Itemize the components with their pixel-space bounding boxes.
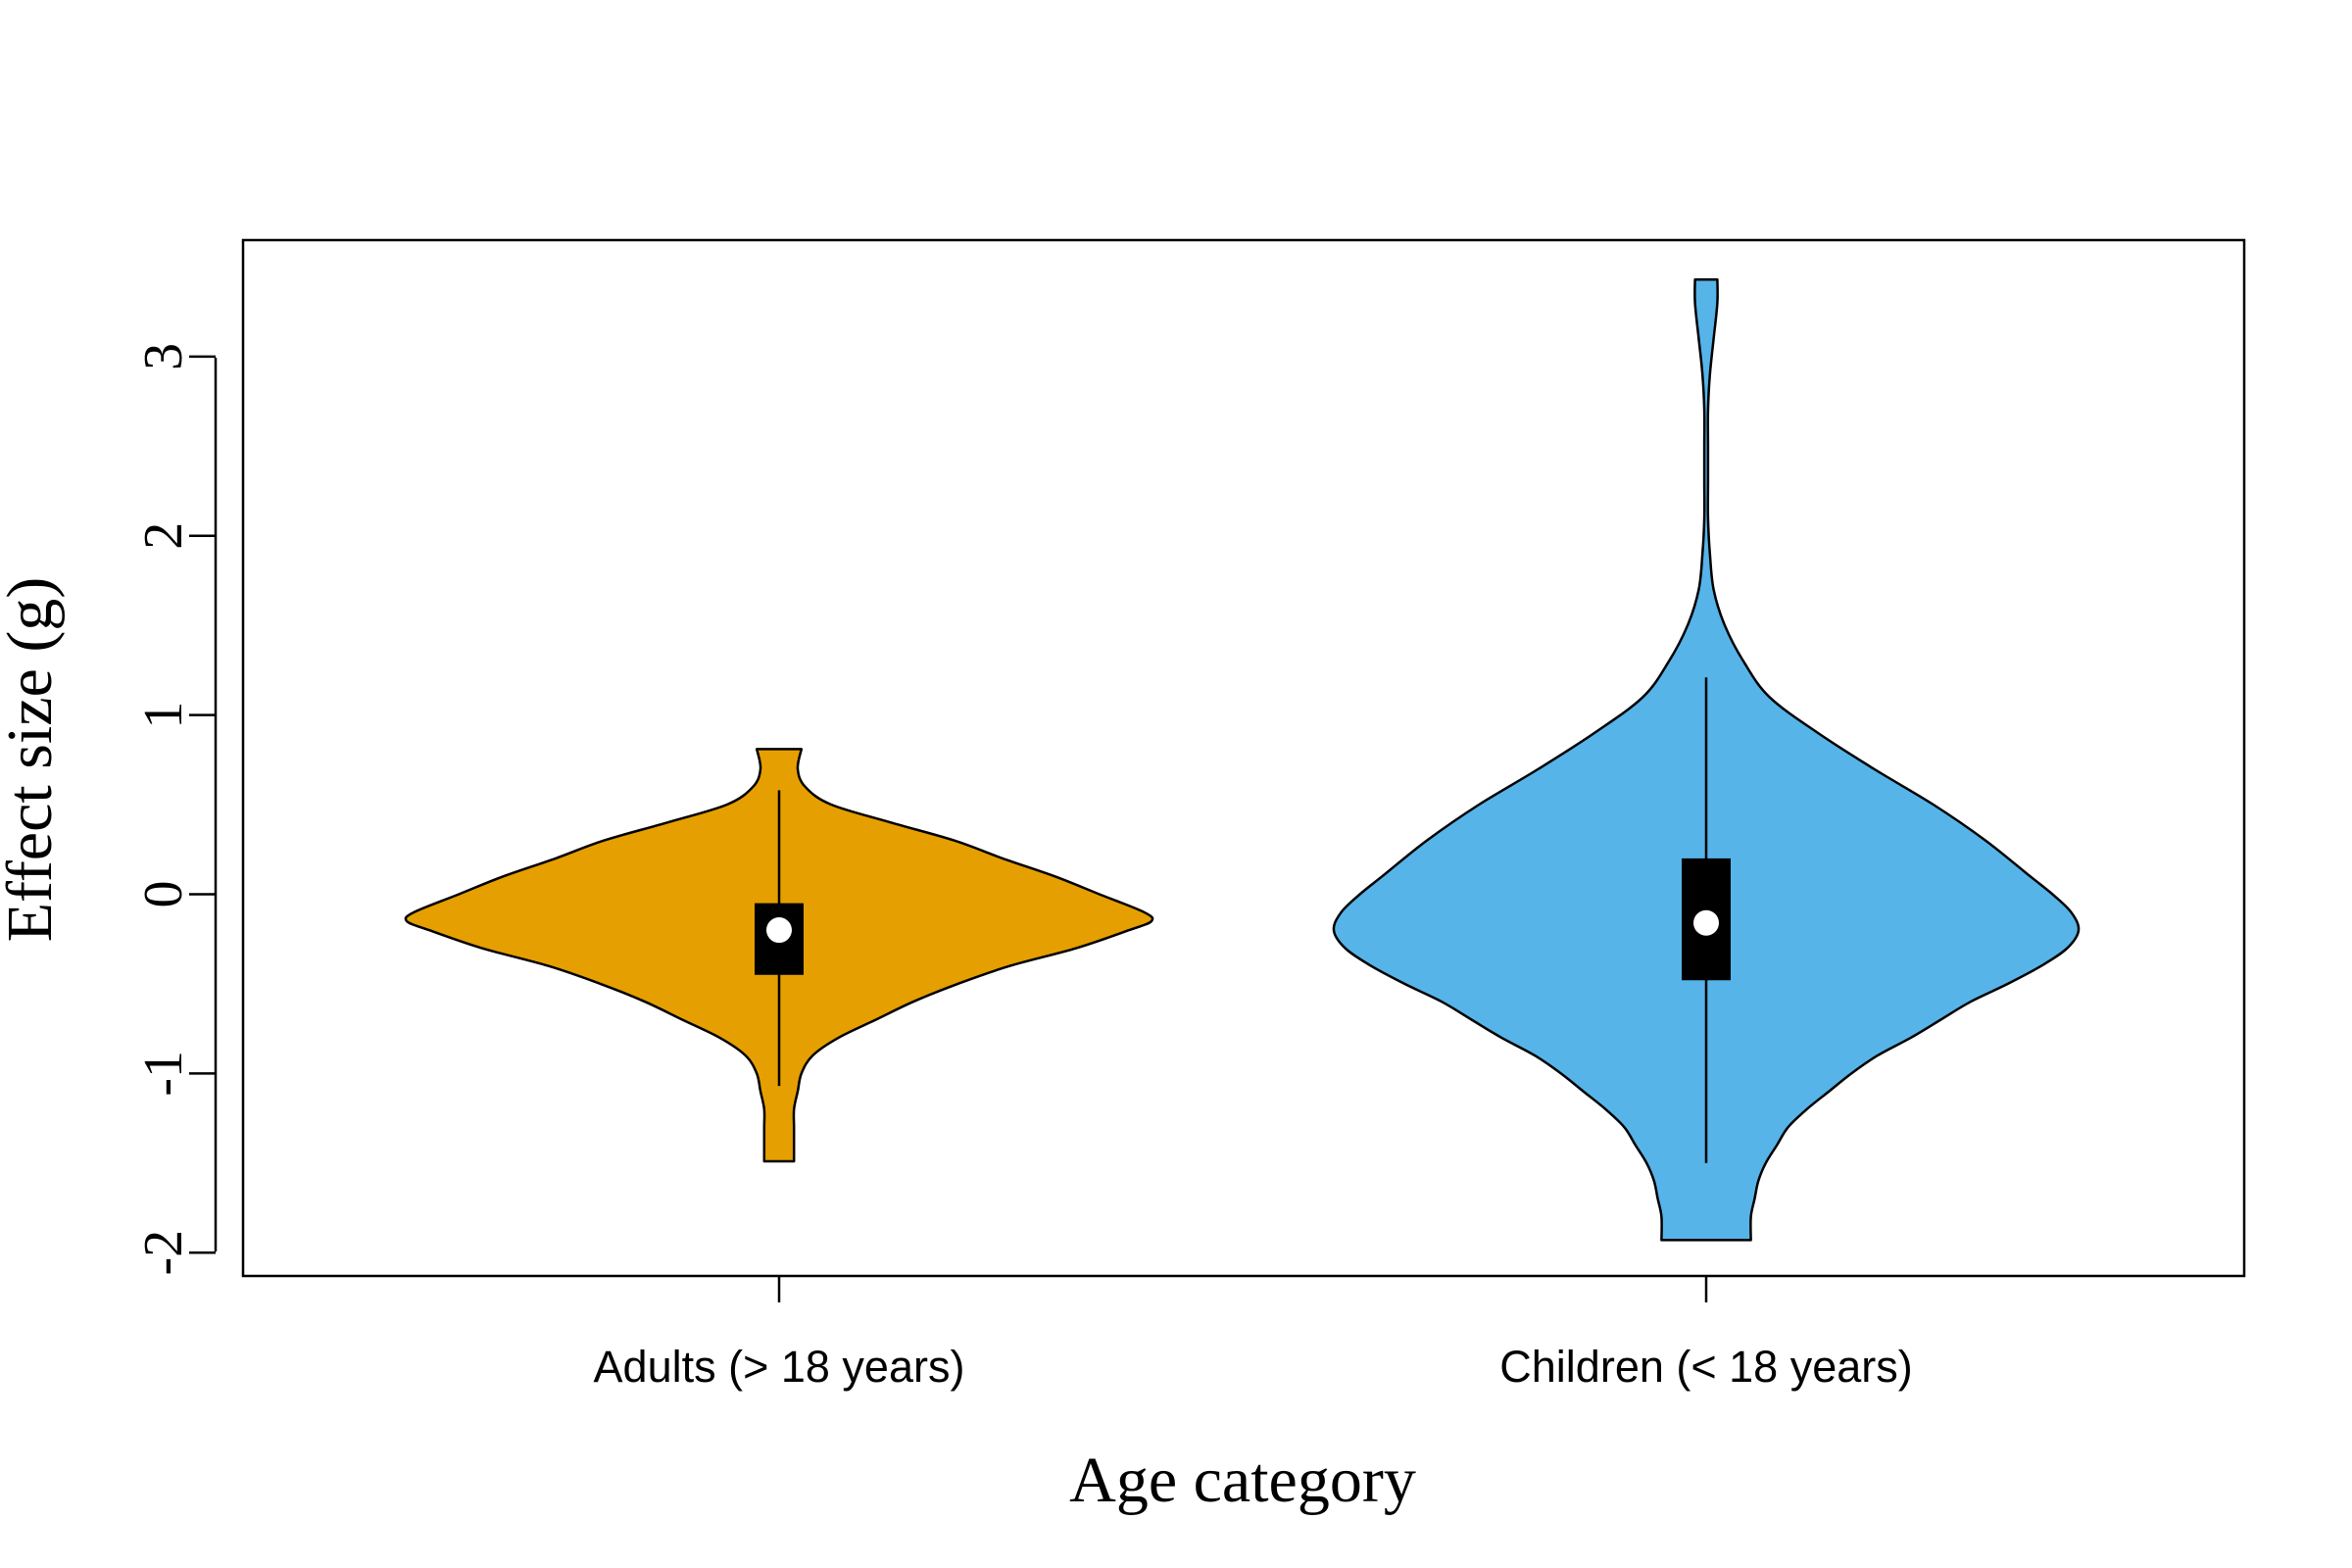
y-tick-label: -1	[133, 1051, 194, 1097]
y-tick-label: 2	[133, 522, 194, 550]
y-axis-title: Effect size (g)	[0, 577, 66, 943]
y-tick-label: 3	[133, 343, 194, 370]
median-point	[766, 917, 792, 944]
y-tick-label: -2	[133, 1230, 194, 1276]
x-tick-label: Children (< 18 years)	[1499, 1342, 1912, 1392]
boxplot-group	[755, 677, 1731, 1163]
plot-frame	[241, 238, 2246, 1278]
x-axis-title: Age category	[1069, 1445, 1416, 1516]
x-axis: Adults (> 18 years) Children (< 18 years)	[594, 1276, 1913, 1392]
y-tick-label: 1	[133, 702, 194, 729]
y-tick-label: 0	[133, 880, 194, 907]
y-axis: -2 -1 0 1 2 3	[133, 343, 218, 1276]
violin-group	[404, 277, 2081, 1242]
median-point	[1693, 909, 1719, 936]
x-tick-label: Adults (> 18 years)	[594, 1342, 965, 1392]
